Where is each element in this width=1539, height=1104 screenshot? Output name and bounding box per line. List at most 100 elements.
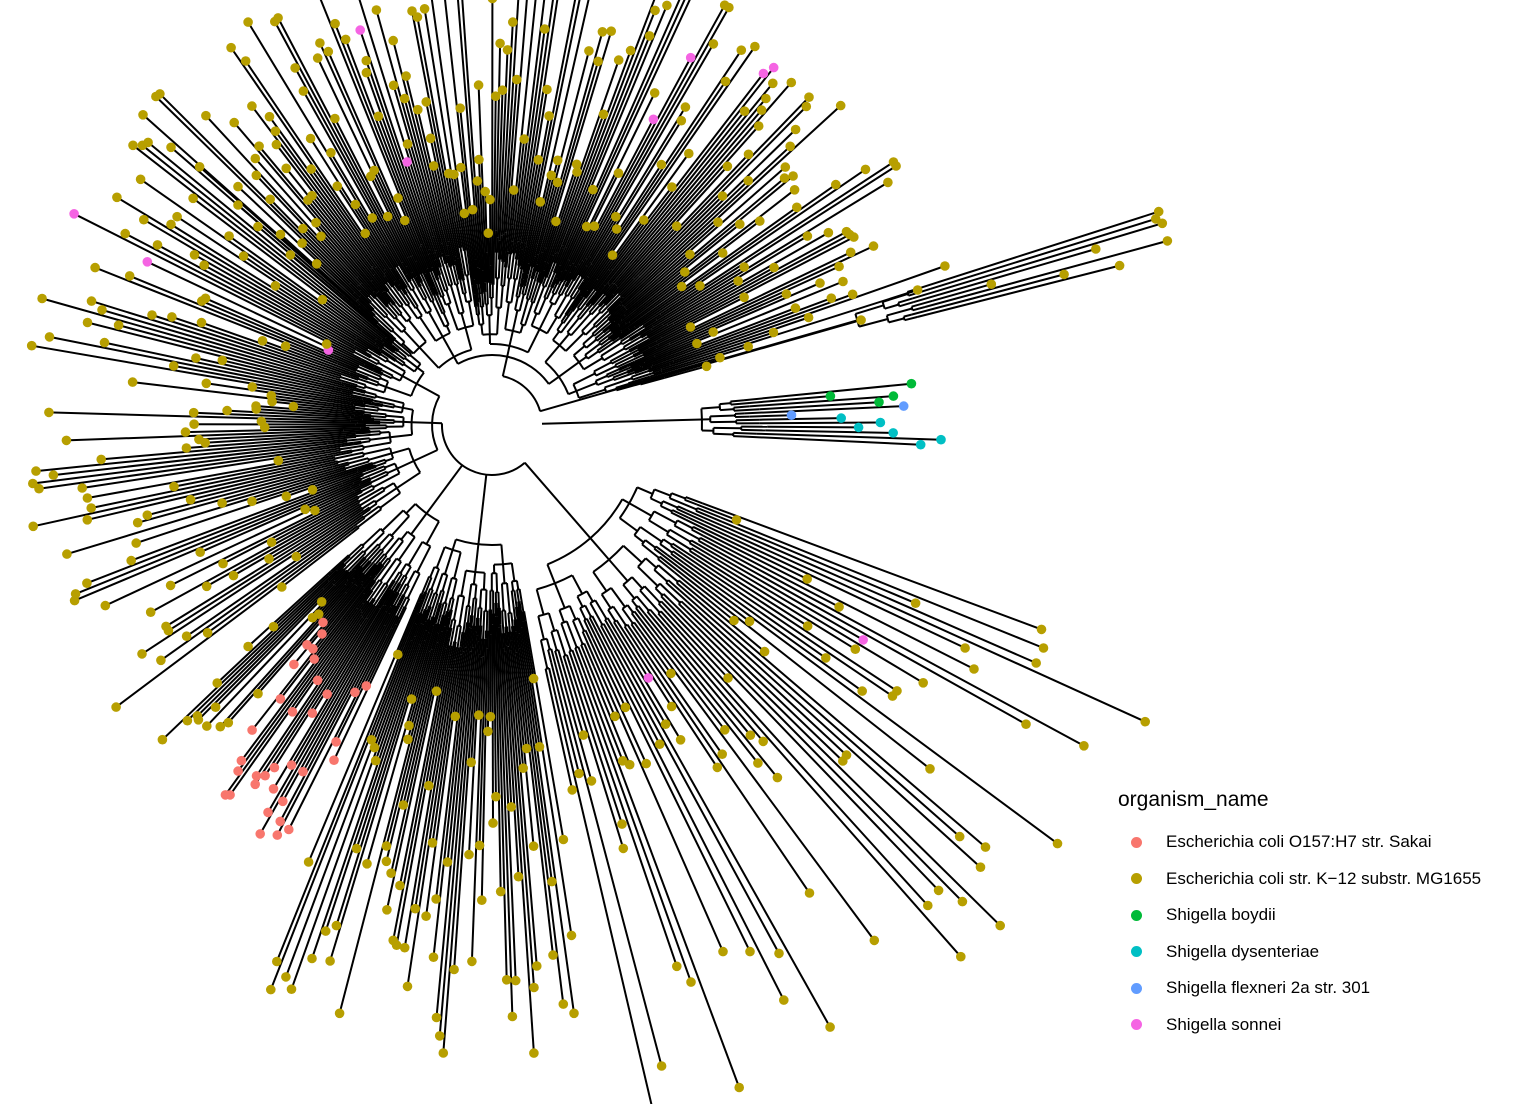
branch bbox=[429, 566, 436, 578]
tip-point bbox=[401, 71, 411, 81]
branch bbox=[424, 298, 433, 312]
tip-point bbox=[739, 292, 749, 303]
branch bbox=[458, 594, 465, 598]
branch bbox=[459, 631, 464, 647]
branch bbox=[595, 365, 617, 377]
tip-point bbox=[774, 948, 784, 959]
branch bbox=[35, 441, 320, 473]
tip-point bbox=[355, 25, 366, 35]
branch bbox=[515, 265, 520, 280]
branch bbox=[631, 595, 638, 602]
tip-point bbox=[224, 231, 234, 241]
tip-point bbox=[518, 763, 528, 773]
branch bbox=[442, 312, 450, 326]
branch bbox=[568, 605, 577, 620]
branch bbox=[576, 305, 588, 319]
branch bbox=[360, 358, 383, 371]
branch bbox=[705, 544, 1027, 726]
branch bbox=[543, 296, 548, 300]
branch bbox=[629, 346, 639, 353]
branch bbox=[439, 590, 445, 604]
branch bbox=[398, 284, 407, 296]
branch bbox=[222, 503, 340, 565]
branch bbox=[677, 505, 687, 511]
branch bbox=[384, 244, 399, 267]
branch bbox=[524, 115, 551, 244]
branch bbox=[416, 109, 450, 242]
branch bbox=[464, 622, 470, 648]
branch bbox=[600, 593, 612, 609]
branch bbox=[580, 642, 585, 646]
branch bbox=[589, 599, 596, 604]
branch bbox=[380, 555, 388, 564]
branch bbox=[460, 632, 466, 655]
branch bbox=[362, 465, 385, 476]
tip-point bbox=[723, 673, 733, 683]
branch bbox=[554, 50, 632, 255]
branch bbox=[358, 486, 384, 503]
branch bbox=[609, 304, 621, 316]
branch bbox=[700, 529, 975, 670]
branch bbox=[342, 410, 365, 415]
branch bbox=[359, 29, 436, 254]
branch bbox=[466, 606, 471, 623]
tip-point bbox=[835, 100, 846, 111]
branch bbox=[354, 203, 397, 271]
branch bbox=[186, 587, 325, 722]
branch bbox=[385, 282, 404, 306]
branch bbox=[632, 96, 810, 280]
branch bbox=[577, 288, 581, 292]
branch bbox=[287, 634, 388, 830]
branch bbox=[439, 256, 451, 286]
branch bbox=[402, 329, 421, 349]
branch bbox=[53, 442, 328, 477]
branch bbox=[522, 0, 581, 273]
branch bbox=[370, 588, 374, 592]
tip-point bbox=[307, 190, 317, 201]
branch bbox=[544, 163, 578, 263]
branch bbox=[368, 295, 389, 316]
tip-point bbox=[756, 105, 767, 115]
branch bbox=[654, 587, 664, 596]
branch bbox=[629, 325, 654, 342]
branch bbox=[264, 425, 345, 429]
branch bbox=[362, 445, 365, 450]
tip-point bbox=[654, 739, 665, 749]
tip-point bbox=[200, 293, 211, 304]
branch bbox=[623, 221, 719, 308]
branch bbox=[582, 228, 618, 282]
branch bbox=[437, 614, 444, 634]
branch bbox=[452, 595, 460, 620]
branch bbox=[619, 325, 640, 341]
branch bbox=[324, 644, 421, 932]
branch bbox=[227, 582, 354, 724]
tip-point bbox=[350, 199, 361, 210]
branch bbox=[598, 342, 602, 346]
branch bbox=[508, 330, 514, 347]
branch bbox=[354, 340, 369, 351]
branch bbox=[578, 57, 692, 265]
tip-point bbox=[474, 710, 484, 720]
tip-point bbox=[172, 211, 182, 222]
branch bbox=[568, 390, 577, 396]
branch bbox=[392, 482, 402, 494]
tip-point bbox=[868, 241, 879, 251]
branch bbox=[410, 625, 435, 700]
branch bbox=[330, 152, 387, 246]
branch bbox=[333, 451, 353, 457]
branch bbox=[358, 366, 382, 378]
branch bbox=[86, 482, 343, 585]
tip-point bbox=[369, 165, 380, 176]
branch bbox=[521, 246, 528, 270]
branch bbox=[571, 574, 584, 595]
branch bbox=[293, 581, 364, 666]
tip-point bbox=[406, 694, 417, 704]
branch bbox=[544, 254, 554, 278]
tip-point bbox=[264, 111, 275, 122]
branch bbox=[636, 595, 650, 612]
branch bbox=[445, 255, 451, 268]
branch bbox=[450, 641, 457, 670]
branch bbox=[373, 169, 418, 262]
branch bbox=[431, 267, 439, 281]
tip-point bbox=[940, 261, 950, 271]
